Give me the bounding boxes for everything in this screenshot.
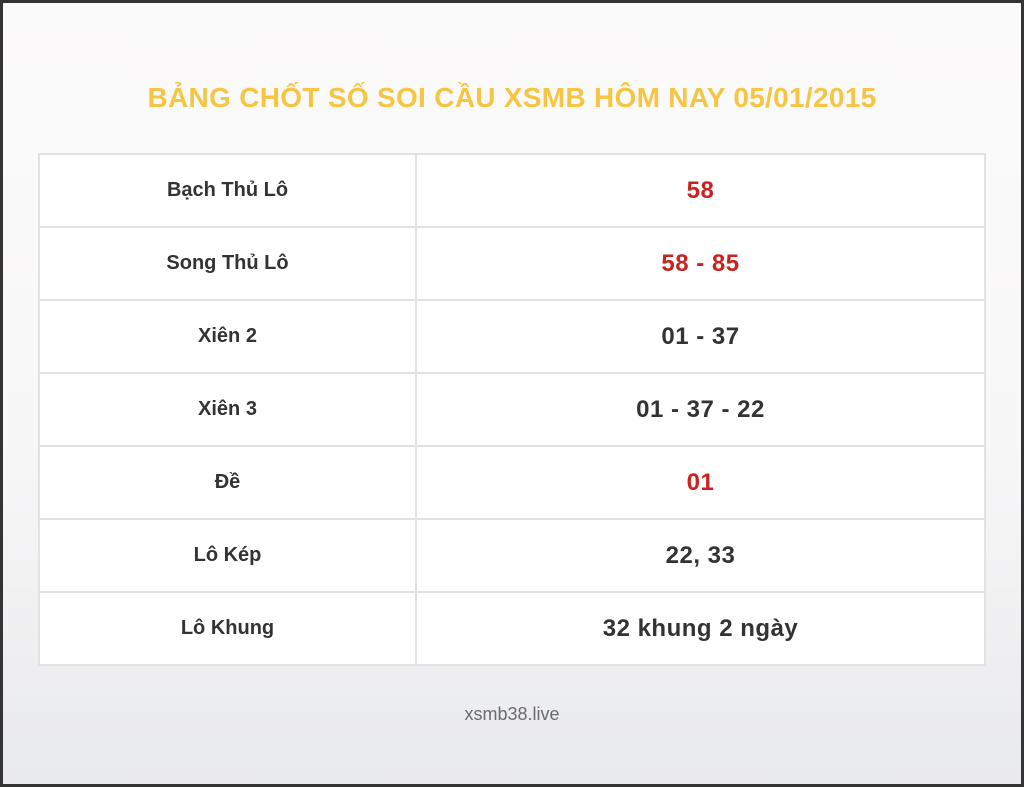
predictions-table: Bạch Thủ Lô 58 Song Thủ Lô 58 - 85 Xiên …	[38, 153, 986, 666]
row-label: Đề	[38, 445, 417, 520]
row-value: 01 - 37	[415, 299, 986, 374]
row-value: 58	[415, 153, 986, 228]
row-value: 58 - 85	[415, 226, 986, 301]
row-label: Song Thủ Lô	[38, 226, 417, 301]
table-row: Song Thủ Lô 58 - 85	[38, 226, 986, 301]
site-watermark: xsmb38.live	[464, 704, 560, 724]
row-label: Lô Khung	[38, 591, 417, 666]
table-row: Đề 01	[38, 445, 986, 520]
row-label: Lô Kép	[38, 518, 417, 593]
row-label: Xiên 2	[38, 299, 417, 374]
predictions-table-body: Bạch Thủ Lô 58 Song Thủ Lô 58 - 85 Xiên …	[38, 153, 986, 666]
row-label: Xiên 3	[38, 372, 417, 447]
row-label: Bạch Thủ Lô	[38, 153, 417, 228]
page-title: BẢNG CHỐT SỐ SOI CẦU XSMB HÔM NAY 05/01/…	[147, 82, 877, 113]
table-row: Xiên 3 01 - 37 - 22	[38, 372, 986, 447]
table-row: Bạch Thủ Lô 58	[38, 153, 986, 228]
row-value: 01	[415, 445, 986, 520]
table-row: Lô Kép 22, 33	[38, 518, 986, 593]
table-row: Lô Khung 32 khung 2 ngày	[38, 591, 986, 666]
row-value: 32 khung 2 ngày	[415, 591, 986, 666]
table-row: Xiên 2 01 - 37	[38, 299, 986, 374]
row-value: 22, 33	[415, 518, 986, 593]
row-value: 01 - 37 - 22	[415, 372, 986, 447]
